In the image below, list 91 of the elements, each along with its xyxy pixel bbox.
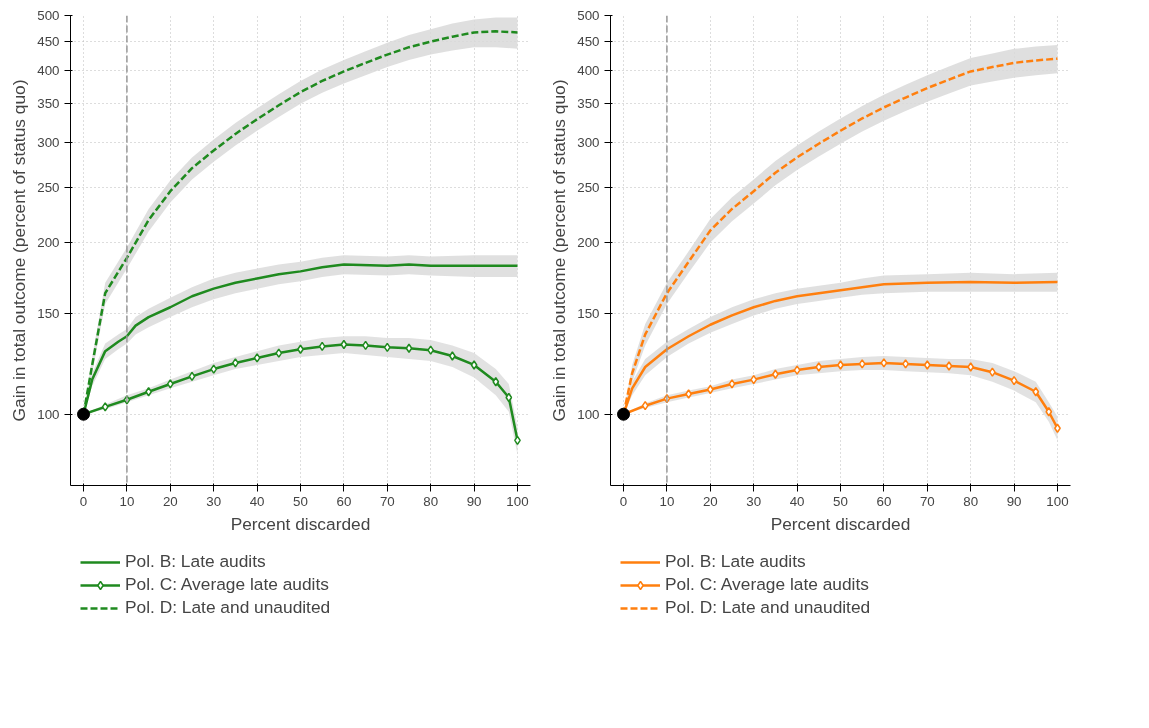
- y-tick-label: 300: [37, 134, 60, 150]
- point: [750, 374, 758, 385]
- point: [101, 402, 109, 412]
- point: [837, 360, 844, 370]
- y-tick-label: 250: [577, 179, 600, 195]
- point: [858, 359, 866, 369]
- point: [470, 360, 478, 370]
- point: [340, 339, 348, 350]
- point: [318, 341, 326, 352]
- y-tick-label: 200: [577, 235, 600, 251]
- x-tick-label: 10: [119, 493, 135, 509]
- x-axis-title: Percent discarded: [770, 513, 911, 534]
- point: [505, 392, 513, 403]
- point: [231, 358, 239, 368]
- x-tick-label: 30: [746, 493, 762, 509]
- y-axis-title: Gain in total outcome (percent of status quo): [9, 79, 30, 422]
- point: [902, 359, 910, 369]
- x-tick-label: 50: [293, 493, 308, 509]
- point: [815, 362, 823, 372]
- y-tick-label: 400: [577, 63, 600, 79]
- legend-label: Pol. C: Average late audits: [125, 574, 329, 595]
- point: [988, 367, 996, 377]
- point: [880, 358, 888, 368]
- x-tick-label: 60: [336, 493, 352, 509]
- point: [362, 340, 370, 351]
- point: [728, 379, 736, 389]
- x-tick-label: 30: [206, 493, 222, 509]
- x-tick-label: 100: [1046, 493, 1069, 509]
- point: [923, 360, 931, 370]
- point: [77, 407, 91, 421]
- legend-label: Pol. B: Late audits: [665, 551, 806, 572]
- y-tick-label: 100: [37, 406, 60, 422]
- point: [188, 371, 196, 382]
- point: [793, 365, 801, 375]
- point: [1010, 375, 1018, 386]
- point: [685, 389, 693, 399]
- x-tick-label: 90: [466, 493, 482, 509]
- point: [1045, 407, 1053, 417]
- legend-label: Pol. B: Late audits: [125, 551, 266, 572]
- y-tick-label: 150: [37, 306, 60, 322]
- point: [1054, 423, 1061, 433]
- x-tick-label: 20: [162, 493, 178, 509]
- point: [1032, 386, 1040, 397]
- y-tick-label: 250: [37, 179, 60, 195]
- x-tick-label: 0: [79, 493, 88, 509]
- x-tick-label: 100: [506, 493, 529, 509]
- y-tick-label: 450: [37, 34, 60, 50]
- x-tick-label: 50: [833, 493, 848, 509]
- y-tick-label: 350: [577, 96, 600, 112]
- y-tick-label: 350: [37, 96, 60, 112]
- x-tick-label: 40: [249, 493, 265, 509]
- point: [383, 342, 391, 353]
- x-tick-label: 70: [919, 493, 935, 509]
- y-axis-title: Gain in total outcome (percent of status quo): [549, 79, 570, 422]
- y-tick-label: 500: [577, 8, 600, 23]
- legend-label: Pol. D: Late and unaudited: [125, 597, 331, 618]
- y-tick-label: 400: [37, 63, 60, 79]
- x-tick-label: 0: [619, 493, 628, 509]
- x-tick-label: 90: [1006, 493, 1022, 509]
- point: [405, 343, 413, 354]
- y-tick-label: 100: [577, 406, 600, 422]
- y-tick-label: 450: [577, 34, 600, 50]
- point: [427, 345, 435, 355]
- point: [967, 362, 975, 372]
- y-tick-label: 200: [37, 235, 60, 251]
- x-tick-label: 70: [379, 493, 395, 509]
- point: [945, 361, 953, 371]
- y-tick-label: 500: [37, 8, 60, 23]
- x-tick-label: 20: [702, 493, 718, 509]
- x-tick-label: 40: [789, 493, 805, 509]
- point: [253, 353, 261, 363]
- point: [297, 344, 304, 354]
- legend-label: Pol. D: Late and unaudited: [665, 597, 871, 618]
- x-tick-label: 10: [659, 493, 675, 509]
- y-tick-label: 300: [577, 134, 600, 150]
- point: [771, 369, 779, 380]
- y-tick-label: 150: [577, 306, 600, 322]
- x-axis-title: Percent discarded: [230, 513, 371, 534]
- point: [448, 351, 456, 361]
- point: [641, 400, 649, 411]
- point: [145, 386, 153, 397]
- point: [706, 384, 714, 395]
- legend-label: Pol. C: Average late audits: [665, 574, 869, 595]
- x-tick-label: 80: [963, 493, 979, 509]
- point: [617, 407, 631, 421]
- x-tick-label: 60: [876, 493, 892, 509]
- point: [275, 348, 283, 358]
- point: [166, 379, 174, 389]
- x-tick-label: 80: [423, 493, 439, 509]
- point: [210, 364, 218, 374]
- point: [492, 377, 500, 387]
